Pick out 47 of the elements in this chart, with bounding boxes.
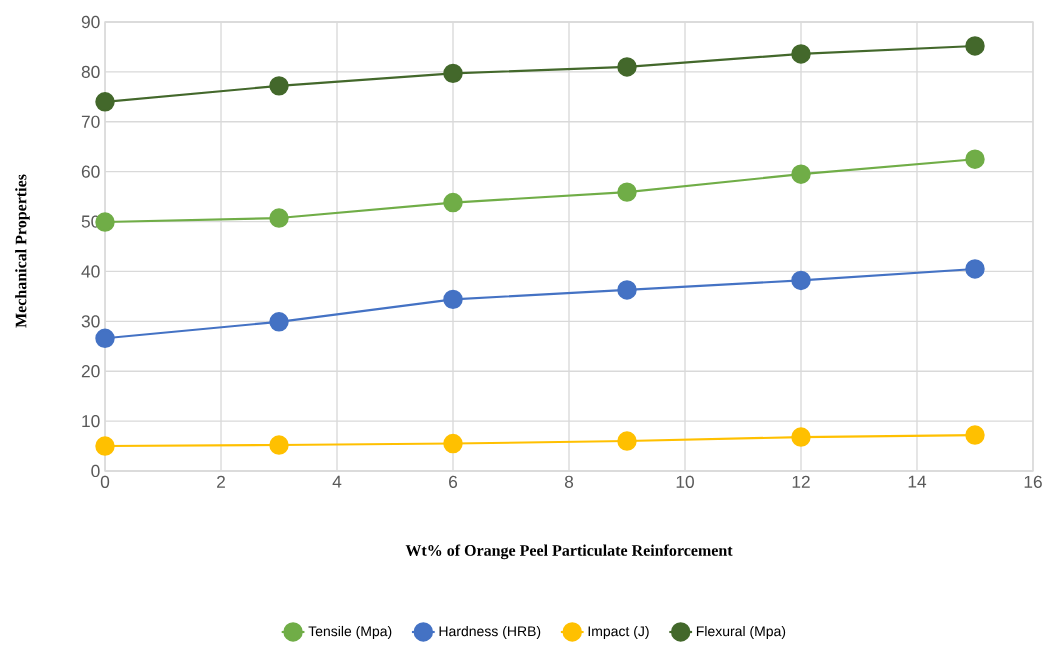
- x-axis-title: Wt% of Orange Peel Particulate Reinforcement: [405, 544, 733, 560]
- y-tick-label: 0: [91, 464, 100, 478]
- legend-label: Flexural (Mpa): [696, 625, 786, 639]
- point: [269, 312, 289, 332]
- point: [791, 427, 811, 447]
- x-tick-label: 4: [332, 475, 342, 488]
- point: [617, 431, 637, 451]
- point: [269, 76, 289, 96]
- point: [95, 92, 115, 112]
- y-tick-label: 90: [81, 15, 100, 29]
- point: [617, 57, 637, 77]
- y-tick-label: 20: [81, 365, 100, 378]
- point: [791, 270, 811, 291]
- point: [791, 44, 811, 64]
- legend-label: Tensile (Mpa): [308, 625, 392, 639]
- point: [443, 192, 463, 213]
- x-tick-label: 10: [676, 475, 694, 488]
- x-tick-label: 6: [449, 475, 458, 488]
- point: [965, 259, 985, 279]
- point: [95, 436, 115, 456]
- y-tick-label: 60: [81, 165, 100, 178]
- y-tick-label: 10: [82, 414, 100, 428]
- y-tick-label: 80: [81, 65, 100, 79]
- x-tick-label: 2: [217, 475, 225, 488]
- point: [443, 63, 463, 84]
- x-tick-label: 0: [100, 475, 110, 488]
- point: [95, 328, 115, 349]
- y-tick-label: 30: [81, 315, 100, 328]
- point: [443, 289, 463, 310]
- point: [269, 435, 289, 455]
- legend-label: Impact (J): [588, 625, 649, 639]
- point: [269, 208, 289, 228]
- point: [965, 36, 985, 56]
- point: [965, 425, 985, 445]
- y-tick-label: 70: [81, 115, 100, 128]
- y-tick-label: 40: [81, 265, 100, 278]
- x-tick-label: 16: [1024, 475, 1042, 488]
- point: [791, 164, 811, 184]
- point: [617, 182, 637, 202]
- x-tick-label: 14: [908, 475, 927, 488]
- y-axis-title: Mechanical Properties: [15, 174, 30, 328]
- legend-label: Hardness (HRB): [439, 625, 541, 639]
- point: [617, 280, 637, 300]
- point: [443, 433, 463, 454]
- x-tick-label: 8: [564, 475, 574, 488]
- x-tick-label: 12: [792, 475, 810, 488]
- point: [965, 149, 985, 169]
